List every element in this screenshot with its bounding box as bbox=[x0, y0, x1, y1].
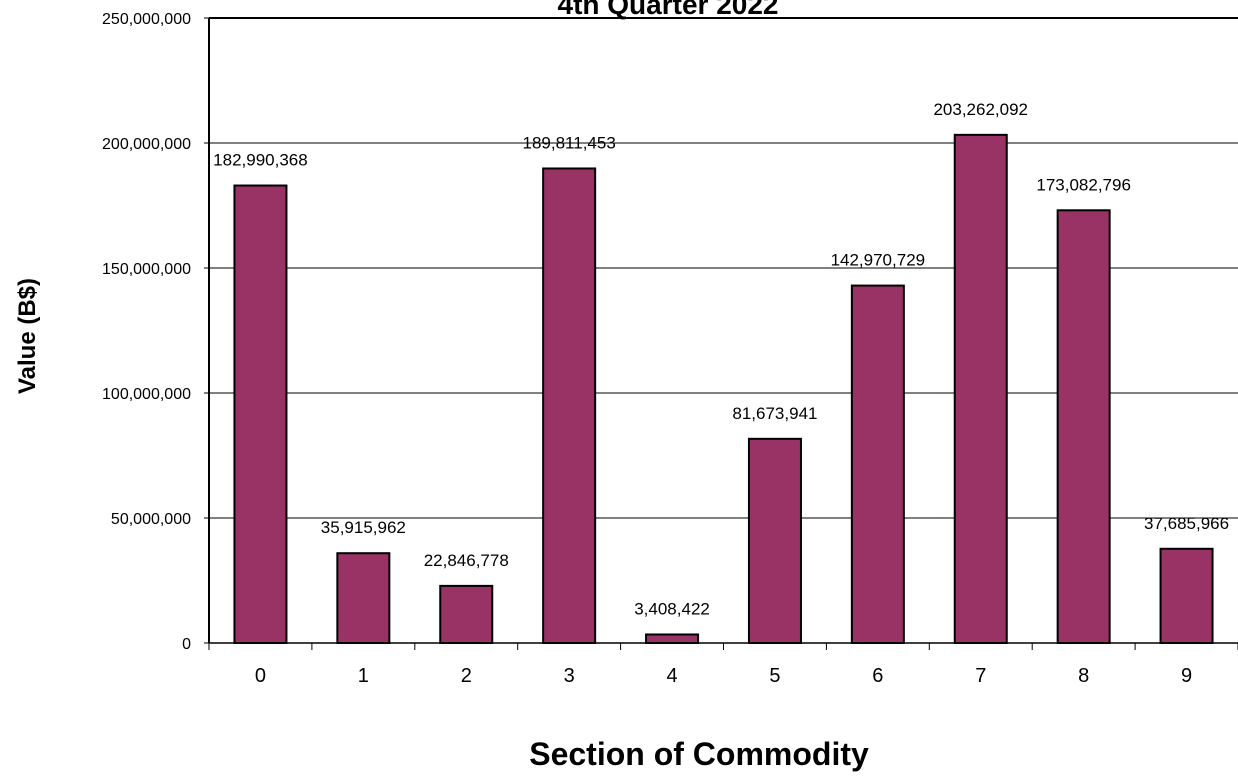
bar-9 bbox=[1159, 547, 1214, 645]
data-label-7: 203,262,092 bbox=[933, 100, 1028, 119]
bar-2 bbox=[439, 584, 494, 644]
y-tick-label: 150,000,000 bbox=[102, 261, 191, 278]
data-labels: 182,990,368 35,915,962 22,846,778 189,811,4… bbox=[213, 100, 1229, 619]
data-label-3: 189,811,453 bbox=[523, 133, 616, 152]
y-axis-title: Value (B$) bbox=[14, 278, 41, 394]
x-tick-label-5: 5 bbox=[769, 665, 780, 687]
bar-6 bbox=[850, 284, 905, 644]
bar-5 bbox=[747, 437, 802, 644]
x-tick-label-2: 2 bbox=[461, 665, 472, 687]
bar-3 bbox=[542, 167, 597, 644]
y-axis-ticks: 0 50,000,000 100,000,000 150,000,000 200,000… bbox=[102, 11, 209, 653]
data-label-9: 37,685,966 bbox=[1144, 514, 1229, 533]
y-tick-label: 0 bbox=[182, 636, 191, 653]
x-axis-ticks: 0 1 2 3 4 5 6 7 8 9 bbox=[208, 643, 1238, 687]
bar-8 bbox=[1056, 209, 1111, 645]
bar-0 bbox=[233, 184, 288, 644]
x-tick-label-8: 8 bbox=[1078, 665, 1089, 687]
data-label-5: 81,673,941 bbox=[732, 404, 817, 423]
data-label-2: 22,846,778 bbox=[424, 551, 509, 570]
x-tick-label-0: 0 bbox=[255, 665, 266, 687]
x-tick-label-9: 9 bbox=[1181, 665, 1192, 687]
bar-4 bbox=[645, 633, 700, 644]
x-tick-label-6: 6 bbox=[872, 665, 883, 687]
y-tick-label: 250,000,000 bbox=[102, 11, 191, 28]
data-label-1: 35,915,962 bbox=[321, 518, 406, 537]
y-tick-label: 100,000,000 bbox=[102, 386, 191, 403]
chart-title: 4th Quarter 2022 bbox=[558, 0, 779, 20]
data-label-8: 173,082,796 bbox=[1036, 175, 1131, 194]
y-tick-label: 50,000,000 bbox=[111, 511, 191, 528]
x-tick-label-7: 7 bbox=[975, 665, 986, 687]
y-tick-label: 200,000,000 bbox=[102, 136, 191, 153]
bar-1 bbox=[336, 552, 391, 644]
x-tick-label-4: 4 bbox=[666, 665, 677, 687]
x-axis-title: Section of Commodity bbox=[529, 736, 869, 772]
x-tick-label-1: 1 bbox=[358, 665, 369, 687]
data-label-0: 182,990,368 bbox=[213, 151, 308, 170]
bar-7 bbox=[953, 133, 1008, 645]
x-tick-label-3: 3 bbox=[564, 665, 575, 687]
data-label-4: 3,408,422 bbox=[634, 599, 710, 618]
data-label-6: 142,970,729 bbox=[831, 251, 926, 270]
bars bbox=[233, 133, 1214, 645]
